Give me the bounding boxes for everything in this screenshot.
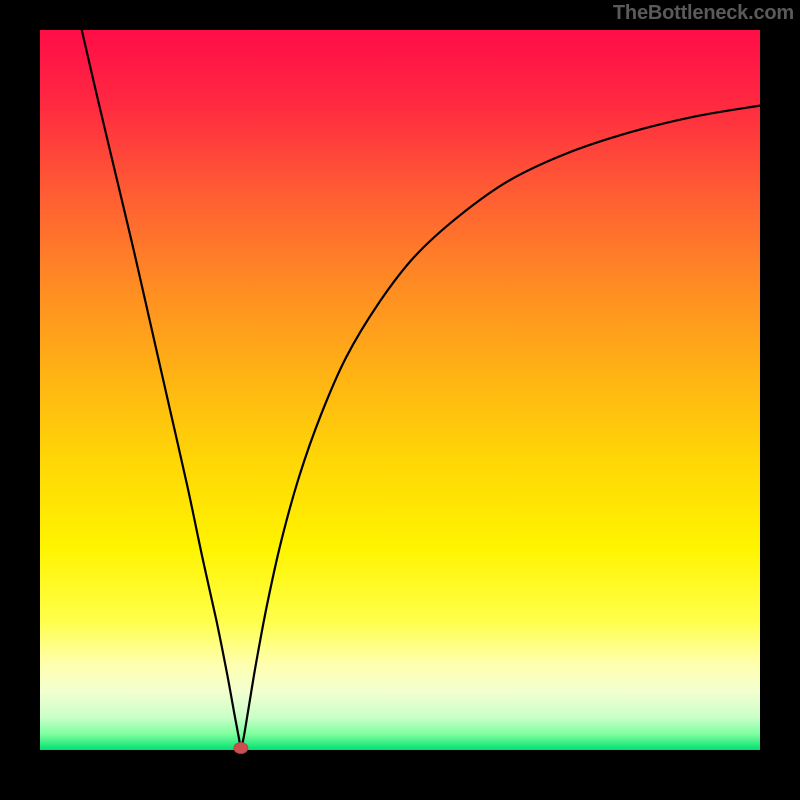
chart-container: TheBottleneck.com bbox=[0, 0, 800, 800]
plot-background bbox=[40, 30, 760, 750]
minimum-marker bbox=[234, 743, 248, 754]
bottleneck-chart bbox=[0, 0, 800, 800]
